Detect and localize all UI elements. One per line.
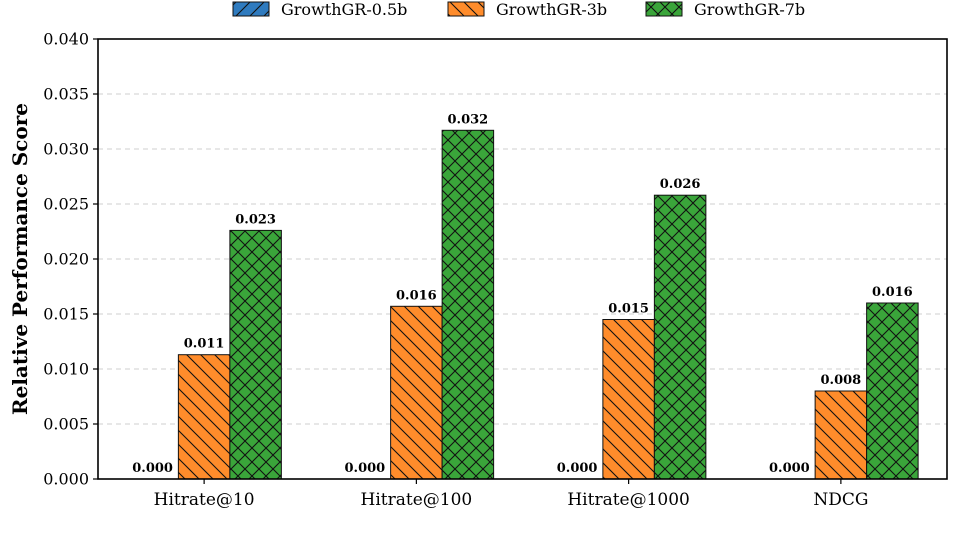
value-label: 0.023: [235, 212, 276, 227]
bar-hatch: [653, 194, 707, 480]
plot-frame: [97, 38, 948, 480]
y-tick-label: 0.025: [43, 195, 89, 214]
legend-swatch-hatch: [645, 1, 683, 17]
value-label: 0.026: [660, 177, 701, 192]
x-axis: Hitrate@10 Hitrate@100 Hitrate@1000 NDCG: [97, 38, 948, 510]
value-label: 0.011: [184, 337, 225, 352]
value-label: 0.000: [769, 461, 810, 476]
bar-hatch: [866, 302, 919, 480]
value-label: 0.000: [557, 461, 598, 476]
legend-label: GrowthGR-7b: [694, 0, 805, 19]
x-tick-label: Hitrate@1000: [567, 490, 690, 510]
x-tick-label: NDCG: [813, 490, 868, 510]
legend: GrowthGR-0.5b GrowthGR-3b GrowthGR-7b: [232, 0, 805, 19]
y-tick-label: 0.005: [43, 415, 89, 434]
legend-swatch-hatch: [232, 1, 270, 17]
grid: [98, 93, 947, 425]
y-tick-label: 0.020: [43, 250, 89, 269]
y-tick-label: 0.040: [43, 30, 89, 49]
y-axis-label: Relative Performance Score: [8, 103, 32, 415]
x-tick-label: Hitrate@10: [154, 490, 255, 510]
bars: 0.000 0.011 0.023 0.000 0.016 0.032 0.000 0.015…: [132, 112, 919, 480]
y-tick-label: 0.000: [43, 470, 89, 489]
value-label: 0.016: [872, 285, 913, 300]
bar-hatch: [814, 390, 868, 480]
y-tick-label: 0.010: [43, 360, 89, 379]
value-label: 0.000: [132, 461, 173, 476]
bar-hatch: [177, 354, 231, 480]
y-tick-label: 0.035: [43, 85, 89, 104]
value-label: 0.015: [608, 302, 649, 317]
bar-hatch: [602, 319, 655, 480]
value-label: 0.032: [448, 112, 489, 127]
value-label: 0.000: [345, 461, 386, 476]
value-label: 0.016: [396, 288, 437, 303]
y-tick-label: 0.030: [43, 140, 89, 159]
y-axis: 0.000 0.005 0.010 0.015 0.020 0.025 0.030 0.035…: [43, 30, 98, 489]
legend-label: GrowthGR-0.5b: [281, 0, 407, 19]
bar-hatch: [441, 129, 495, 480]
value-label: 0.008: [821, 373, 862, 388]
bar-hatch: [390, 305, 443, 480]
x-tick-label: Hitrate@100: [361, 490, 473, 510]
legend-label: GrowthGR-3b: [496, 0, 607, 19]
y-tick-label: 0.015: [43, 305, 89, 324]
bar-hatch: [229, 229, 282, 480]
legend-swatch-hatch: [447, 1, 485, 17]
